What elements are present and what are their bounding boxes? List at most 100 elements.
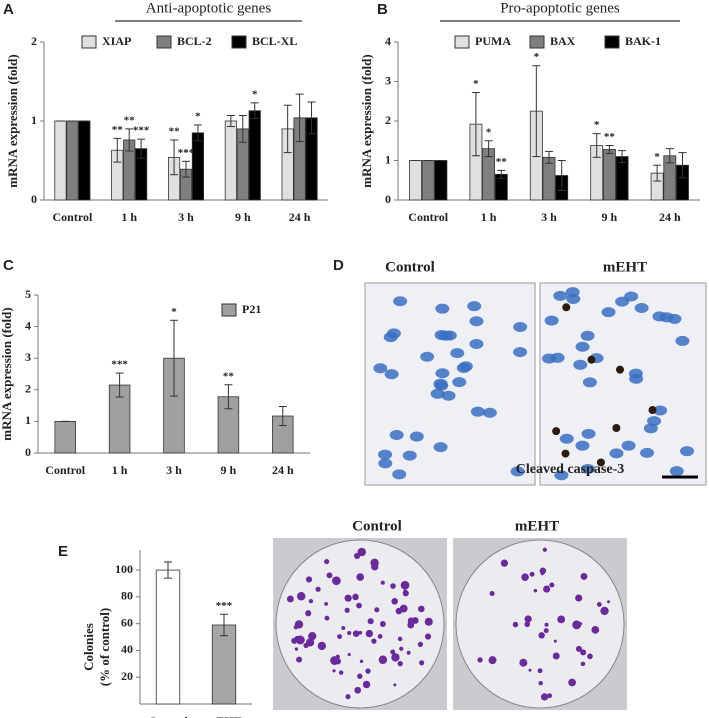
- colony: [488, 656, 497, 665]
- colony: [540, 693, 549, 701]
- bar: [54, 420, 76, 454]
- colony: [393, 683, 397, 687]
- colony: [337, 634, 343, 639]
- colony: [365, 668, 371, 674]
- colony: [380, 580, 385, 585]
- colony: [324, 558, 330, 565]
- cell: [435, 368, 450, 379]
- colony: [356, 573, 365, 581]
- colony: [293, 625, 299, 630]
- cell: [659, 312, 674, 323]
- column-label: Control: [385, 259, 435, 275]
- panel-letter: A: [3, 1, 14, 18]
- colony: [395, 607, 403, 615]
- significance: ***: [111, 359, 128, 371]
- colony: [378, 655, 388, 665]
- y-tick-label: 0: [385, 192, 391, 206]
- apoptotic-cell: [616, 365, 625, 374]
- colony: [324, 615, 330, 621]
- y-axis-label: mRNA expression (fold): [5, 54, 20, 187]
- colony: [529, 571, 535, 577]
- bar: [78, 120, 91, 201]
- cell: [420, 351, 435, 362]
- colony: [400, 580, 410, 590]
- cell: [565, 287, 580, 298]
- cell: [573, 359, 588, 370]
- y-tick-label: 2: [31, 34, 37, 48]
- colony: [580, 649, 587, 656]
- colony: [406, 650, 411, 655]
- colony: [580, 661, 586, 667]
- cell: [438, 330, 453, 341]
- significance: *: [195, 110, 201, 122]
- cell: [581, 463, 596, 474]
- legend-label: BCL-2: [177, 34, 212, 48]
- cell: [629, 373, 644, 384]
- colony: [330, 656, 340, 665]
- colony: [399, 646, 404, 651]
- colony: [542, 547, 547, 552]
- colony: [587, 653, 593, 660]
- significance: ***: [178, 147, 195, 159]
- cell: [430, 388, 445, 399]
- colony: [305, 638, 315, 647]
- apoptotic-cell: [596, 458, 605, 467]
- y-tick-label: 4: [385, 34, 391, 48]
- colony: [305, 610, 312, 617]
- colony: [317, 641, 327, 651]
- column-label: mEHT: [515, 518, 559, 534]
- panel-letter: C: [3, 257, 14, 274]
- apoptotic-cell: [561, 449, 570, 458]
- cell: [386, 328, 401, 339]
- colony: [341, 626, 346, 630]
- colony: [543, 628, 549, 634]
- colony: [596, 602, 602, 607]
- significance: *: [486, 126, 492, 138]
- colony: [374, 607, 380, 613]
- y-tick-label: 80: [121, 589, 133, 603]
- apoptotic-cell: [612, 423, 621, 432]
- x-tick-label: 3 h: [541, 210, 557, 224]
- colony: [347, 652, 351, 657]
- cell: [601, 307, 616, 318]
- legend-swatch: [454, 35, 470, 49]
- header: Pro-apoptotic genes: [500, 0, 620, 16]
- colony: [547, 693, 553, 699]
- x-tick-label: 24 h: [289, 210, 311, 224]
- colony: [417, 641, 423, 647]
- colony: [533, 588, 538, 593]
- colony: [354, 686, 362, 694]
- bar: [421, 160, 435, 201]
- bar: [409, 160, 422, 201]
- bar: [66, 120, 79, 201]
- colony: [407, 621, 415, 629]
- y-axis-label: mRNA expression (fold): [359, 54, 374, 187]
- colony: [390, 583, 396, 589]
- legend-swatch: [81, 35, 97, 49]
- colony: [345, 694, 351, 700]
- colony: [390, 649, 396, 655]
- stain-label: Cleaved caspase-3: [516, 462, 625, 477]
- bar: [191, 132, 205, 201]
- cell: [392, 469, 407, 480]
- significance: *: [594, 119, 600, 131]
- colony: [357, 547, 367, 557]
- y-tick-label: 2: [25, 382, 31, 396]
- colony: [575, 645, 583, 652]
- legend-swatch: [156, 35, 172, 49]
- cell: [470, 406, 485, 417]
- colony: [371, 563, 379, 571]
- colony: [538, 632, 545, 639]
- significance: **: [112, 124, 124, 136]
- bar: [224, 120, 237, 201]
- colony: [519, 658, 528, 667]
- colony: [591, 625, 600, 634]
- cell: [553, 290, 568, 301]
- cell: [469, 316, 484, 327]
- significance: *: [654, 151, 660, 163]
- cell: [510, 466, 525, 477]
- bar: [54, 120, 67, 201]
- colony: [391, 597, 398, 605]
- colony: [575, 594, 583, 602]
- x-tick-label: mEHT: [206, 714, 241, 718]
